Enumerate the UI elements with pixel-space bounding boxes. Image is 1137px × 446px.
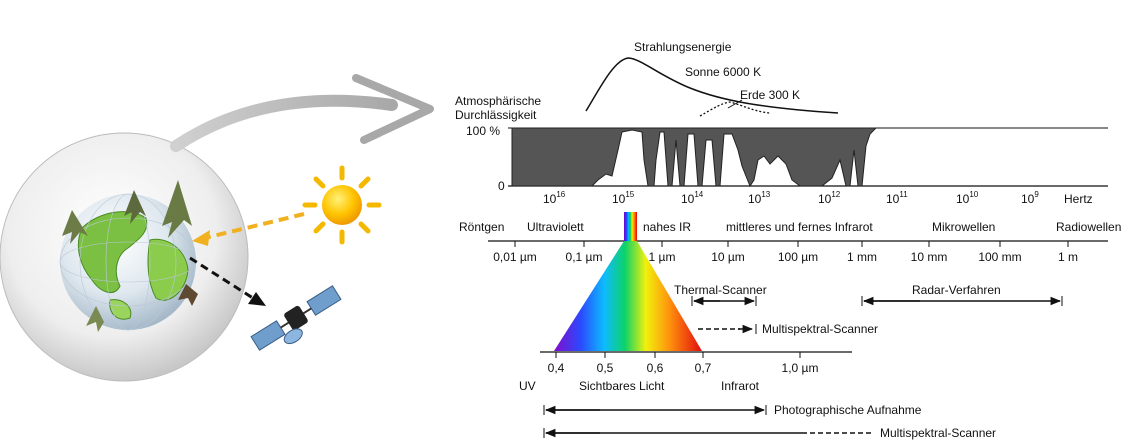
frequency-tick: 109: [1021, 190, 1039, 206]
satellite-icon: [250, 285, 342, 351]
wavelength-tick-label: 1 mm: [847, 250, 877, 264]
transmission-top-label: 100 %: [466, 124, 500, 138]
wavelength-axis: 0,01 µm 0,1 µm 1 µm 10 µm 100 µm 1 mm 10 mm 100…: [488, 240, 1108, 264]
sun-radiation-arrow: [192, 212, 305, 246]
frequency-tick: 1013: [748, 190, 771, 206]
energy-title: Strahlungsenergie: [634, 40, 732, 54]
sun-curve-label: Sonne 6000 K: [685, 65, 761, 79]
earth-curve-label: Erde 300 K: [740, 88, 800, 102]
band-roentgen: Röntgen: [459, 220, 504, 234]
wavelength-tick-label: 10 µm: [711, 250, 745, 264]
transmission-bottom-label: 0: [498, 179, 505, 193]
sun-icon: [302, 165, 382, 245]
transmission-panel: Atmosphärische Durchlässigkeit 100 % 0: [455, 94, 1108, 193]
earth-curve: [699, 101, 771, 117]
frequency-tick: 1011: [886, 190, 908, 206]
band-ultraviolett: Ultraviolett: [527, 220, 584, 234]
transmission-label-line1: Atmosphärische: [455, 94, 541, 108]
multispectral-top-label: Multispektral-Scanner: [762, 322, 878, 336]
photo-label: Photographische Aufnahme: [774, 403, 922, 417]
visible-band-labels: UV Sichtbares Licht Infrarot: [519, 379, 760, 393]
wavelength-tick-label: 1 µm: [649, 250, 676, 264]
band-fernes-infrarot: mittleres und fernes Infrarot: [726, 220, 873, 234]
visible-tick-label: 1,0 µm: [782, 361, 819, 375]
visible-tick-label: 0,5: [597, 361, 614, 375]
curved-arrow-icon: [170, 74, 434, 152]
visible-band-light: Sichtbares Licht: [579, 379, 665, 393]
band-labels: Röntgen Ultraviolett nahes IR mittleres …: [459, 220, 1121, 234]
band-radiowellen: Radiowellen: [1056, 220, 1121, 234]
band-nahes-ir: nahes IR: [643, 220, 691, 234]
visible-band-infrared: Infrarot: [721, 379, 760, 393]
multispectral-bottom-label: Multispektral-Scanner: [880, 426, 996, 440]
sensor-ranges: Thermal-Scanner Radar-Verfahren Multispe…: [674, 283, 1063, 336]
earth-to-satellite-arrow: [189, 256, 266, 306]
radar-label: Radar-Verfahren: [912, 283, 1001, 297]
transmission-fill: [511, 127, 878, 188]
visible-tick-label: 0,6: [647, 361, 664, 375]
visible-tick-label: 0,7: [695, 361, 712, 375]
sun-curve: [585, 57, 839, 114]
frequency-axis: 1016 1015 1014 1013 1012 1011 1010 109 Hertz: [543, 190, 1093, 206]
transmission-label-line2: Durchlässigkeit: [455, 108, 537, 122]
visible-tick-label: 0,4: [548, 361, 565, 375]
frequency-unit: Hertz: [1064, 192, 1093, 206]
wavelength-tick-label: 1 m: [1058, 250, 1078, 264]
band-mikrowellen: Mikrowellen: [932, 220, 995, 234]
wavelength-tick-label: 100 µm: [778, 250, 818, 264]
frequency-tick: 1014: [681, 190, 704, 206]
wavelength-tick-label: 100 mm: [978, 250, 1021, 264]
frequency-tick: 1010: [956, 190, 979, 206]
frequency-tick: 1012: [818, 190, 841, 206]
thermal-scanner-label: Thermal-Scanner: [674, 283, 767, 297]
energy-panel: Strahlungsenergie Sonne 6000 K Erde 300 …: [585, 40, 839, 117]
visible-band-uv: UV: [519, 379, 536, 393]
visible-axis: 0,4 0,5 0,6 0,7 1,0 µm: [540, 351, 852, 375]
globe-illustration: [0, 132, 249, 382]
visible-light-fan: [554, 212, 702, 351]
wavelength-tick-label: 0,1 µm: [566, 250, 603, 264]
frequency-tick: 1015: [612, 190, 635, 206]
wavelength-tick-label: 0,01 µm: [493, 250, 537, 264]
frequency-tick: 1016: [543, 190, 566, 206]
bottom-sensor-ranges: Photographische Aufnahme Multispektral-S…: [543, 403, 996, 440]
wavelength-tick-label: 10 mm: [911, 250, 948, 264]
